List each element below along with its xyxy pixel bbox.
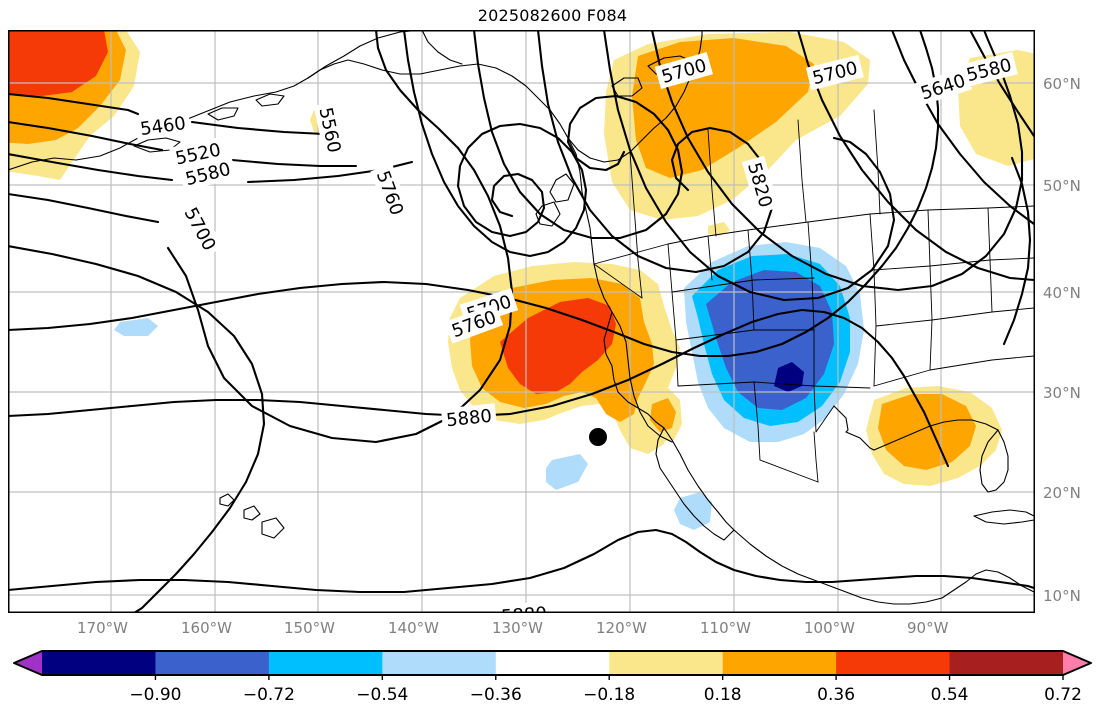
colorbar-swatch-dark-red[interactable] [949, 651, 1064, 675]
colorbar-swatch-deep-sky-blue[interactable] [268, 651, 383, 675]
colorbar-swatch-orange-red[interactable] [836, 651, 951, 675]
shade-bering-sea-warm [8, 30, 140, 180]
map-axes[interactable]: 5460552055805560576057005700576058805700… [8, 30, 1081, 637]
colorbar-swatch-under-extend-purple[interactable] [14, 651, 42, 675]
colorbar-tick-label: 0.54 [931, 685, 969, 705]
colorbar-outline [13, 650, 1092, 676]
colorbar-tick-label: −0.18 [583, 685, 635, 705]
colorbar-tick-label-group: −0.90 −0.72 −0.54 −0.36 −0.18 0.18 0.36 0.54 0.7… [129, 685, 1082, 705]
colorbar-tick-label: 0.18 [704, 685, 742, 705]
lon-tick-label: 150°W [284, 619, 335, 637]
lat-tick-label: 40°N [1043, 284, 1081, 302]
colorbar-swatch-navy[interactable] [42, 651, 157, 675]
svg-text:5880: 5880 [445, 406, 493, 432]
contour-label: 5880 [496, 601, 552, 613]
shade-baja-warm [638, 388, 682, 442]
map-canvas[interactable]: 5460552055805560576057005700576058805700… [8, 30, 1035, 613]
colorbar-swatch-pale-yellow[interactable] [609, 651, 724, 675]
lon-tick-label: 140°W [388, 619, 439, 637]
colorbar-swatch-light-blue[interactable] [382, 651, 497, 675]
lat-tick-label: 50°N [1043, 177, 1081, 195]
shade-pacific-cool-patches [114, 318, 712, 530]
colorbar-tick-label: −0.54 [356, 685, 408, 705]
contour-label: 5880 [440, 403, 498, 432]
lat-tick-label: 20°N [1043, 484, 1081, 502]
contour-label: 5460 [134, 110, 192, 141]
colorbar-canvas[interactable]: −0.90 −0.72 −0.54 −0.36 −0.18 0.18 0.36 0.54 0.7… [0, 645, 1105, 712]
colorbar-swatch-royal-blue[interactable] [155, 651, 270, 675]
map-frame [8, 30, 1035, 613]
colorbar-swatch-group[interactable] [14, 651, 1091, 675]
colorbar-tick-label: −0.36 [470, 685, 522, 705]
lon-tick-label: 160°W [181, 619, 232, 637]
lon-tick-label: 120°W [596, 619, 647, 637]
colorbar-border [13, 650, 1092, 676]
colorbar-swatch-white-neutral[interactable] [495, 651, 610, 675]
lat-tick-label: 30°N [1043, 384, 1081, 402]
marker-layer [589, 428, 607, 446]
colorbar-swatch-over-extend-pink[interactable] [1063, 651, 1091, 675]
lon-tick-label: 100°W [804, 619, 855, 637]
colorbar-swatch-orange[interactable] [722, 651, 837, 675]
colorbar-tick-label: −0.72 [243, 685, 295, 705]
colorbar-tick-group [154, 675, 1064, 680]
point-marker [589, 428, 607, 446]
lon-tick-label: 90°W [907, 619, 949, 637]
coastlines-layer [8, 30, 1035, 605]
colorbar-tick-label: 0.72 [1044, 685, 1082, 705]
lon-tick-label: 110°W [700, 619, 751, 637]
contour-label-group: 5460552055805560576057005700576058805700… [134, 51, 1018, 613]
lat-tick-label: 60°N [1043, 75, 1081, 93]
svg-text:5880: 5880 [500, 603, 547, 613]
figure-title: 2025082600 F084 [477, 6, 628, 25]
lon-tick-label: 170°W [77, 619, 128, 637]
lon-tick-label: 130°W [492, 619, 543, 637]
colorbar-tick-label: −0.90 [129, 685, 181, 705]
contour-label: 5580 [959, 51, 1018, 88]
geopotential-contours [8, 30, 1035, 613]
colorbar[interactable]: −0.90 −0.72 −0.54 −0.36 −0.18 0.18 0.36 0.54 0.7… [0, 645, 1105, 712]
colorbar-tick-label: 0.36 [817, 685, 855, 705]
lat-tick-label: 10°N [1043, 587, 1081, 605]
